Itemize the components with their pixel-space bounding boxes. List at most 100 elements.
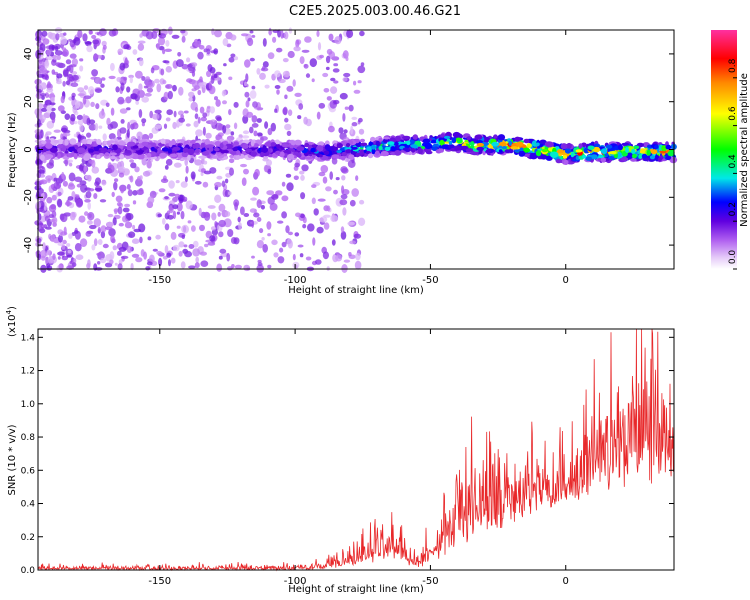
heatmap-cell (188, 91, 195, 98)
heatmap-cell (336, 150, 342, 154)
heatmap-cell (126, 245, 133, 253)
heatmap-cell (351, 122, 358, 127)
heatmap-cell (101, 77, 106, 81)
heatmap-cell (154, 78, 160, 84)
heatmap-cell (160, 138, 166, 144)
heatmap-cell (209, 235, 216, 242)
heatmap-cell (262, 243, 269, 253)
heatmap-cell (173, 162, 182, 168)
heatmap-cell (218, 231, 224, 238)
heatmap-cell (243, 168, 249, 175)
heatmap-cell (66, 254, 73, 258)
heatmap-cell (331, 239, 336, 246)
heatmap-cell (107, 164, 115, 173)
heatmap-cell (35, 158, 43, 165)
heatmap-cell (217, 211, 221, 217)
heatmap-cell (313, 208, 319, 216)
heatmap-cell (270, 142, 277, 147)
heatmap-cell (166, 252, 172, 258)
heatmap-cell (281, 195, 289, 202)
heatmap-cell (96, 138, 102, 145)
heatmap-cell (228, 158, 235, 164)
heatmap-cell (242, 115, 249, 124)
heatmap-cell (498, 149, 503, 153)
heatmap-cell (162, 255, 168, 260)
heatmap-cell (339, 199, 348, 206)
heatmap-cell (159, 152, 168, 159)
heatmap-y-tick-label: 0 (23, 146, 34, 152)
heatmap-cell (119, 127, 127, 134)
heatmap-cell (163, 123, 168, 129)
heatmap-cell (344, 106, 349, 110)
snr-y-tick-label: 1.0 (21, 400, 36, 410)
heatmap-cell (202, 126, 206, 136)
heatmap-cell (282, 70, 290, 78)
heatmap-x-tick-label: -50 (422, 275, 438, 286)
heatmap-cell (244, 81, 248, 87)
heatmap-cell (282, 58, 289, 63)
heatmap-cell (46, 265, 53, 271)
heatmap-cell (54, 45, 59, 52)
heatmap-cell (336, 143, 343, 148)
heatmap-cell (64, 113, 71, 120)
heatmap-cell (266, 221, 272, 230)
heatmap-cell (270, 122, 276, 132)
heatmap-cell (316, 111, 321, 120)
heatmap-cell (193, 120, 199, 128)
heatmap-cell (129, 159, 135, 163)
heatmap-cell (162, 218, 166, 225)
heatmap-cell (294, 92, 302, 97)
heatmap-cell (177, 52, 182, 57)
heatmap-cell (454, 146, 462, 151)
heatmap-cell (186, 148, 195, 155)
heatmap-cell (38, 169, 45, 174)
heatmap-cell (116, 77, 122, 82)
heatmap-cell (109, 251, 115, 260)
heatmap-cell (181, 234, 185, 239)
heatmap-cell (176, 202, 183, 212)
heatmap-cell (88, 119, 96, 125)
snr-x-ticks: -150 -100 -50 0 (148, 329, 569, 587)
heatmap-cell (36, 88, 42, 93)
heatmap-cell (387, 141, 395, 145)
heatmap-cell (360, 142, 368, 147)
heatmap-cell (75, 254, 84, 260)
heatmap-cell (275, 190, 283, 196)
heatmap-cell (68, 146, 77, 151)
heatmap-cell (127, 189, 133, 197)
heatmap-cell (301, 164, 309, 172)
heatmap-cell (165, 66, 172, 73)
heatmap-cell (53, 57, 59, 61)
heatmap-cell (411, 147, 416, 153)
heatmap-cell (87, 175, 92, 182)
heatmap-cell (441, 144, 450, 148)
heatmap-cell (185, 123, 191, 127)
heatmap-cell (587, 145, 595, 150)
heatmap-cell (294, 139, 302, 146)
heatmap-cell (209, 119, 217, 126)
heatmap-cell (166, 210, 171, 216)
heatmap-cell (203, 211, 210, 218)
snr-y-tick-label: 1.2 (21, 367, 35, 377)
heatmap-cell (570, 151, 575, 158)
heatmap-cell (277, 220, 284, 224)
heatmap-cell (296, 146, 305, 152)
heatmap-cell (85, 191, 92, 199)
heatmap-cell (326, 205, 331, 212)
heatmap-cell (218, 255, 223, 260)
heatmap-cell (44, 154, 54, 159)
heatmap-cell (578, 143, 583, 149)
heatmap-cell (294, 232, 300, 237)
heatmap-cell (295, 212, 301, 218)
heatmap-cell (155, 234, 161, 240)
heatmap-cell (87, 139, 93, 145)
heatmap-cell (85, 231, 92, 237)
heatmap-cell (334, 36, 342, 45)
heatmap-cell (250, 197, 257, 201)
heatmap-cell (146, 261, 153, 266)
heatmap-cell (339, 92, 348, 100)
heatmap-cell (340, 166, 348, 173)
heatmap-cell (69, 260, 73, 264)
heatmap-cell (226, 43, 232, 48)
heatmap-cell (181, 63, 189, 70)
